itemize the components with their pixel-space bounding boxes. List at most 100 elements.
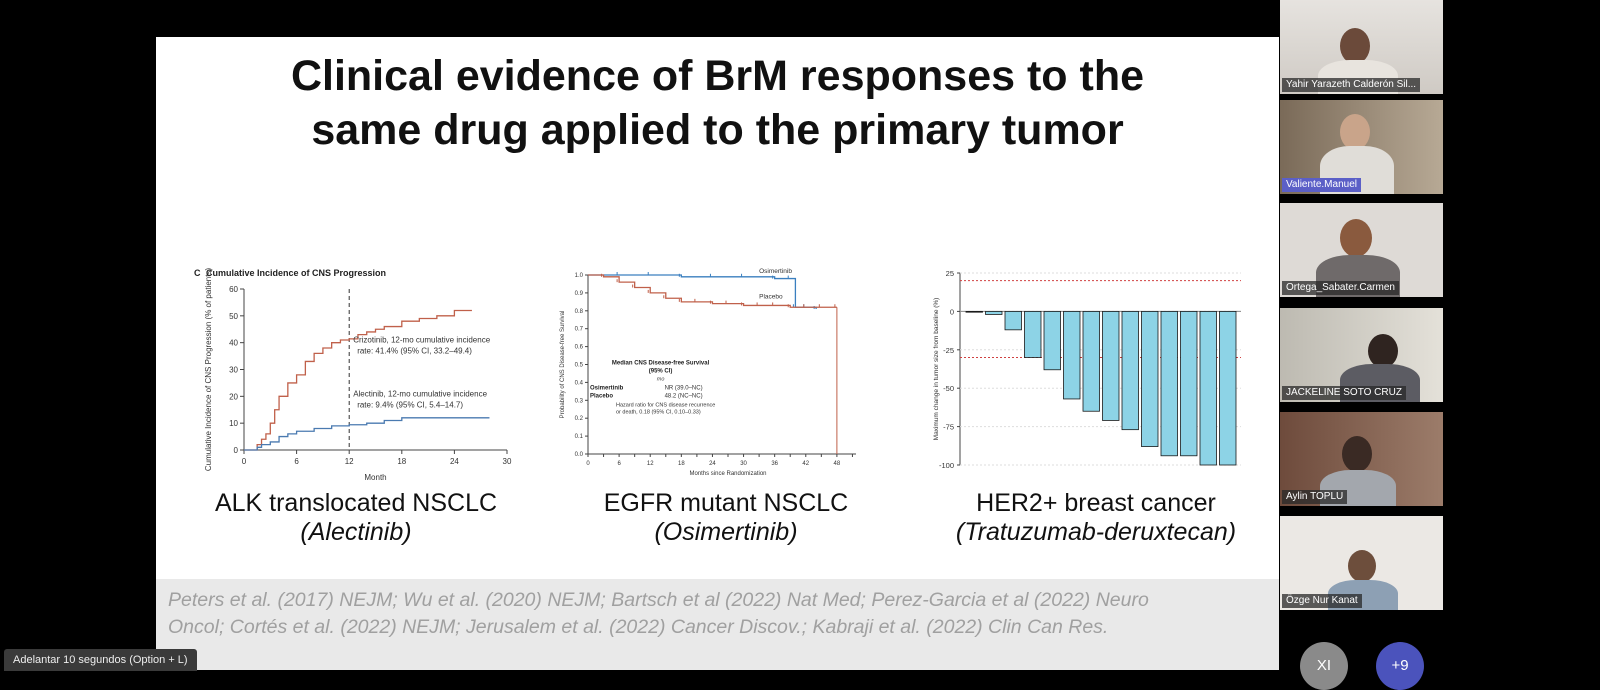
y-axis-label: Cumulative Incidence of CNS Progression … (204, 268, 213, 472)
hazard-text-1: Hazard ratio for CNS disease recurrence (616, 403, 715, 409)
references-footer: Peters et al. (2017) NEJM; Wu et al. (20… (156, 579, 1279, 670)
x-tick-label: 30 (503, 457, 512, 466)
bar (965, 311, 983, 313)
references-text: Peters et al. (2017) NEJM; Wu et al. (20… (168, 587, 1268, 641)
legend-title: Median CNS Disease-free Survival (612, 361, 710, 367)
y-tick-label: 1.0 (575, 273, 584, 279)
presentation-slide: Clinical evidence of BrM responses to th… (156, 37, 1279, 670)
annotation-alectinib-2: rate: 9.4% (95% CI, 5.4–14.7) (357, 400, 463, 409)
participant-name: Özge Nur Kanat (1282, 594, 1362, 608)
legend-row-value: 48.2 (NC–NC) (665, 394, 703, 400)
participant-tile[interactable]: Yahir Yarazeth Calderón Sil... (1280, 0, 1443, 94)
series-line-0 (244, 309, 472, 451)
y-tick-label: 30 (229, 366, 238, 375)
bar (1024, 311, 1042, 358)
more-participants-button[interactable]: +9 (1376, 642, 1424, 690)
participant-name: Aylin TOPLU (1282, 490, 1348, 504)
bar (1063, 311, 1081, 400)
series-label-placebo: Placebo (759, 293, 783, 300)
panel-label-her2: HER2+ breast cancer (Tratuzumab-deruxtec… (926, 489, 1266, 547)
chart-title: Cumulative Incidence of CNS Progression (206, 268, 386, 278)
participant-avatar[interactable]: XI (1300, 642, 1348, 690)
panel-label-alk: ALK translocated NSCLC (Alectinib) (176, 489, 536, 547)
y-tick-label: 0.9 (575, 291, 584, 297)
y-tick-label: 60 (229, 285, 238, 294)
x-tick-label: 18 (678, 461, 685, 467)
bar (1141, 311, 1159, 447)
participant-tile[interactable]: JACKELINE SOTO CRUZ (1280, 308, 1443, 402)
participant-tile[interactable]: Aylin TOPLU (1280, 412, 1443, 506)
bar (1102, 311, 1120, 421)
series-line-1 (244, 417, 490, 451)
x-tick-label: 24 (450, 457, 459, 466)
panel-label-egfr: EGFR mutant NSCLC (Osimertinib) (556, 489, 896, 547)
hazard-text-2: or death, 0.18 (95% CI, 0.10–0.33) (616, 410, 701, 416)
y-tick-label: 0.1 (575, 434, 584, 440)
y-tick-label: 0.0 (575, 452, 584, 458)
participant-name: JACKELINE SOTO CRUZ (1282, 386, 1406, 400)
bar (1219, 311, 1237, 466)
x-tick-label: 30 (740, 461, 747, 467)
panel-drug-her2: (Tratuzumab-deruxtecan) (955, 518, 1237, 546)
y-tick-label: 0.2 (575, 416, 584, 422)
legend-row-value: NR (39.0–NC) (665, 386, 703, 392)
panel-drug-egfr: (Osimertinib) (654, 518, 798, 546)
legend-unit: mo (657, 377, 665, 383)
y-tick-label: 0.6 (575, 345, 584, 351)
annotation-crizotinib-1: Crizotinib, 12-mo cumulative incidence (353, 336, 491, 345)
bar (1082, 311, 1100, 412)
y-tick-label: -100 (939, 461, 954, 470)
y-tick-label: -75 (943, 423, 954, 432)
slide-title-line2: same drug applied to the primary tumor (311, 106, 1124, 154)
chart-cns-disease-free-survival: 0.0 0.1 0.2 0.3 0.4 0.5 0.6 0.7 0.8 0.9 1.0 0 6 12 18 2… (560, 268, 856, 477)
series-line-1 (588, 274, 837, 308)
x-tick-label: 6 (294, 457, 299, 466)
participant-name: Yahir Yarazeth Calderón Sil... (1282, 78, 1421, 92)
y-tick-label: 0.5 (575, 363, 584, 369)
bar (1160, 311, 1178, 457)
y-tick-label: -25 (943, 346, 954, 355)
bar (1121, 311, 1139, 431)
series-line-0 (588, 274, 817, 310)
chart-panel-letter: C (194, 268, 201, 278)
bar (1199, 311, 1217, 466)
bar (1180, 311, 1198, 457)
y-axis-label: Probability of CNS Disease-free Survival (560, 311, 566, 419)
x-tick-label: 0 (586, 461, 590, 467)
participant-name: Valiente.Manuel (1282, 178, 1361, 192)
skip-forward-tooltip: Adelantar 10 segundos (Option + L) (4, 649, 197, 671)
slide-title-line1: Clinical evidence of BrM responses to th… (290, 52, 1145, 100)
x-tick-label: 12 (345, 457, 354, 466)
panel-label-egfr-text: EGFR mutant NSCLC (603, 489, 849, 517)
y-tick-label: 0 (234, 446, 239, 455)
y-tick-label: 25 (946, 269, 954, 278)
y-axis-label: Maximum change in tumor size from baseli… (933, 298, 940, 441)
y-tick-label: 0.7 (575, 327, 584, 333)
slide-title: Clinical evidence of BrM responses to th… (156, 49, 1279, 157)
participant-tile[interactable]: Valiente.Manuel (1280, 100, 1443, 194)
x-tick-label: 12 (647, 461, 654, 467)
participant-tile[interactable]: Ortega_Sabater.Carmen (1280, 203, 1443, 297)
y-tick-label: 20 (229, 392, 238, 401)
legend-row-name: Placebo (590, 394, 613, 400)
panel-label-her2-text: HER2+ breast cancer (976, 489, 1216, 517)
bar (985, 311, 1003, 315)
chart-cns-progression: C Cumulative Incidence of CNS Progression… (194, 268, 512, 482)
y-tick-label: 0.8 (575, 309, 584, 315)
y-tick-label: 0.4 (575, 380, 584, 386)
y-tick-label: 40 (229, 339, 238, 348)
panel-drug-alk: (Alectinib) (300, 518, 412, 546)
x-tick-label: 6 (617, 461, 621, 467)
y-tick-label: -50 (943, 384, 954, 393)
participant-tile[interactable]: Özge Nur Kanat (1280, 516, 1443, 610)
annotation-crizotinib-2: rate: 41.4% (95% CI, 33.2–49.4) (357, 347, 472, 356)
panel-label-alk-text: ALK translocated NSCLC (214, 489, 498, 517)
x-tick-label: 0 (242, 457, 247, 466)
x-tick-label: 24 (709, 461, 716, 467)
x-tick-label: 48 (834, 461, 841, 467)
x-axis-label: Month (364, 473, 386, 482)
x-axis-label: Months since Randomization (689, 471, 766, 477)
bar (1004, 311, 1022, 331)
y-tick-label: 0.3 (575, 398, 584, 404)
annotation-alectinib-1: Alectinib, 12-mo cumulative incidence (353, 389, 487, 398)
